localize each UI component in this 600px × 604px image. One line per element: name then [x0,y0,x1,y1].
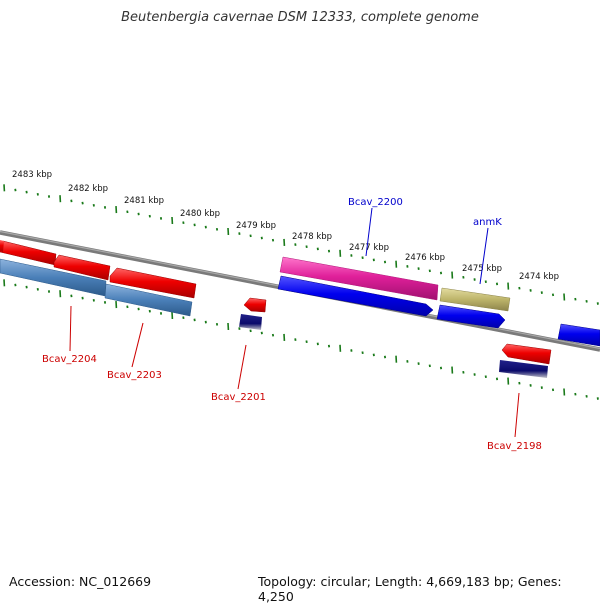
scale-label: 2481 kbp [124,196,164,206]
scale-label: 2474 kbp [519,272,559,282]
gene-label-bcav-2200[interactable]: Bcav_2200 [348,197,403,208]
gene-label-bcav-2203[interactable]: Bcav_2203 [107,370,162,381]
connector-bcav-2198 [515,393,519,437]
gene-bar-bcav-2201-navy[interactable] [239,314,262,330]
connector-bcav-2203 [132,323,143,367]
scale-label: 2479 kbp [236,221,276,231]
connector-anmk [480,228,488,284]
gene-label-bcav-2198[interactable]: Bcav_2198 [487,441,542,452]
scale-label: 2478 kbp [292,232,332,242]
connector-bcav-2204 [70,306,71,351]
gene-label-bcav-2204[interactable]: Bcav_2204 [42,354,97,365]
gene-arrow-bcav-2198-red[interactable] [502,344,551,364]
connector-bcav-2201 [238,345,246,389]
scale-label: 2480 kbp [180,209,220,219]
scale-label: 2483 kbp [12,170,52,180]
gene-label-bcav-2201[interactable]: Bcav_2201 [211,392,266,403]
scale-ticks-inner [4,279,598,399]
scale-label: 2482 kbp [68,184,108,194]
gene-label-anmk[interactable]: anmK [473,217,502,228]
scale-label: 2477 kbp [349,243,389,253]
scale-label: 2476 kbp [405,253,445,263]
gene-arrow-bcav-2201-red[interactable] [244,298,266,312]
accession-text: Accession: NC_012669 [9,574,151,589]
